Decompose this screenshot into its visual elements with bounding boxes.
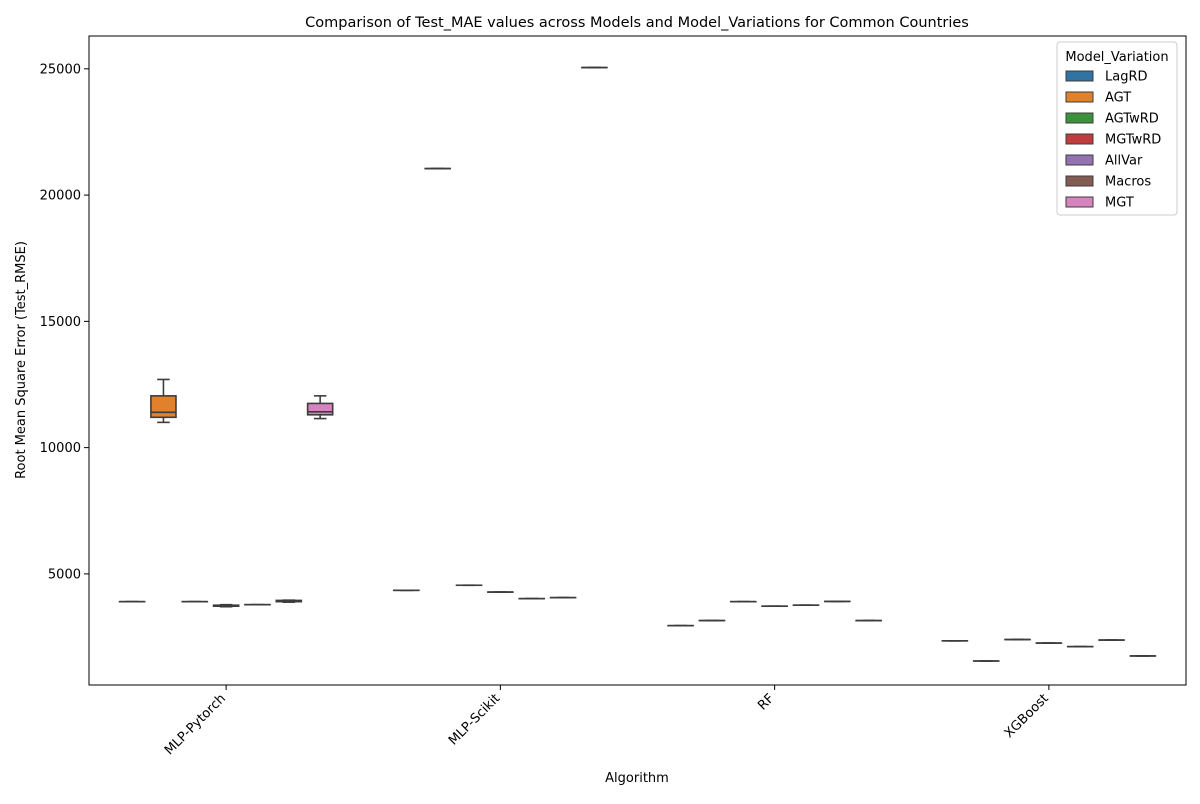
y-axis-label: Root Mean Square Error (Test_RMSE) [14,241,29,479]
box-mgtwrd-mlp-pytorch [214,605,239,607]
legend-label-mgtwrd: MGTwRD [1105,133,1161,148]
legend-title: Model_Variation [1065,50,1168,65]
legend-label-macros: Macros [1105,175,1151,190]
legend-label-lagrd: LagRD [1105,70,1148,85]
y-tick-label: 15000 [40,315,81,330]
legend-swatch-allvar [1066,155,1093,165]
legend-swatch-mgt [1066,197,1093,207]
y-tick-label: 5000 [48,567,81,582]
legend-label-mgt: MGT [1105,196,1134,211]
y-tick-label: 10000 [40,441,81,456]
legend-label-agt: AGT [1105,91,1131,106]
box-macros-mlp-pytorch [276,600,301,602]
y-tick-label: 20000 [40,189,81,204]
legend-swatch-agt [1066,92,1093,102]
y-tick-label: 25000 [40,62,81,77]
legend-label-agtwrd: AGTwRD [1105,112,1159,127]
legend-swatch-lagrd [1066,71,1093,81]
legend-swatch-macros [1066,176,1093,186]
chart-title: Comparison of Test_MAE values across Mod… [305,15,969,31]
legend: Model_Variation LagRD AGT AGTwRD MGTwRD AllV… [1057,42,1177,215]
box-body [151,396,176,417]
x-axis-label: Algorithm [605,771,669,786]
legend-swatch-agtwrd [1066,113,1093,123]
box-body [308,403,333,414]
legend-label-allvar: AllVar [1105,154,1143,169]
legend-swatch-mgtwrd [1066,134,1093,144]
